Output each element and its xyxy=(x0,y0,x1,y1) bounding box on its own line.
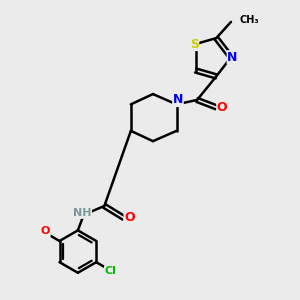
Text: N: N xyxy=(173,93,183,106)
Text: O: O xyxy=(217,101,227,114)
Text: S: S xyxy=(190,38,199,50)
Text: NH: NH xyxy=(73,208,92,218)
Text: CH₃: CH₃ xyxy=(240,15,260,26)
Text: Cl: Cl xyxy=(104,266,116,276)
Text: N: N xyxy=(227,51,238,64)
Text: O: O xyxy=(124,211,135,224)
Text: O: O xyxy=(41,226,50,236)
